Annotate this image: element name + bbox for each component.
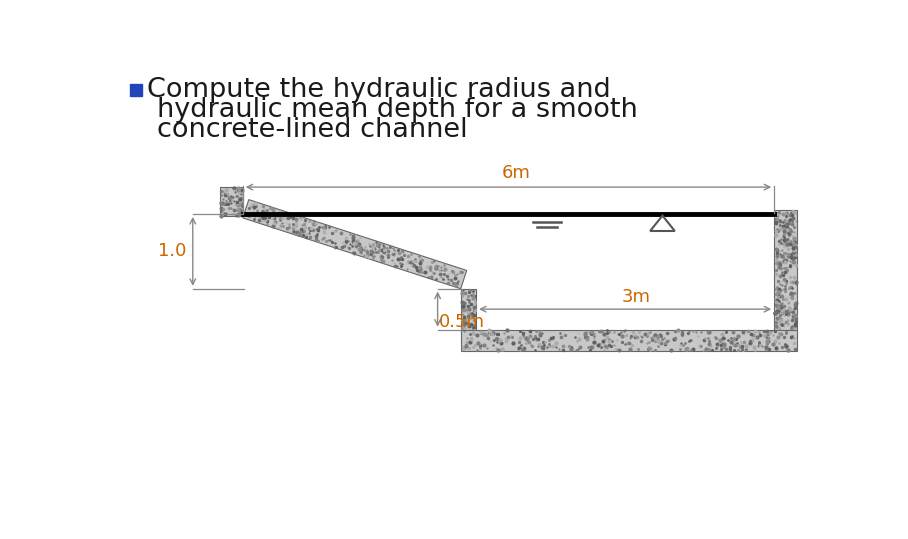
Text: concrete-lined channel: concrete-lined channel bbox=[157, 117, 468, 143]
Polygon shape bbox=[460, 329, 797, 351]
Text: 6m: 6m bbox=[502, 164, 530, 183]
Bar bbox=[130, 84, 142, 96]
Text: 3m: 3m bbox=[622, 288, 651, 306]
Text: 0.5m: 0.5m bbox=[439, 313, 485, 331]
Text: Compute the hydraulic radius and: Compute the hydraulic radius and bbox=[146, 77, 610, 103]
Polygon shape bbox=[242, 199, 467, 289]
Polygon shape bbox=[460, 289, 476, 329]
Polygon shape bbox=[775, 210, 797, 329]
Polygon shape bbox=[220, 187, 242, 216]
Text: 1.0: 1.0 bbox=[158, 243, 187, 260]
Text: hydraulic mean depth for a smooth: hydraulic mean depth for a smooth bbox=[157, 97, 638, 123]
